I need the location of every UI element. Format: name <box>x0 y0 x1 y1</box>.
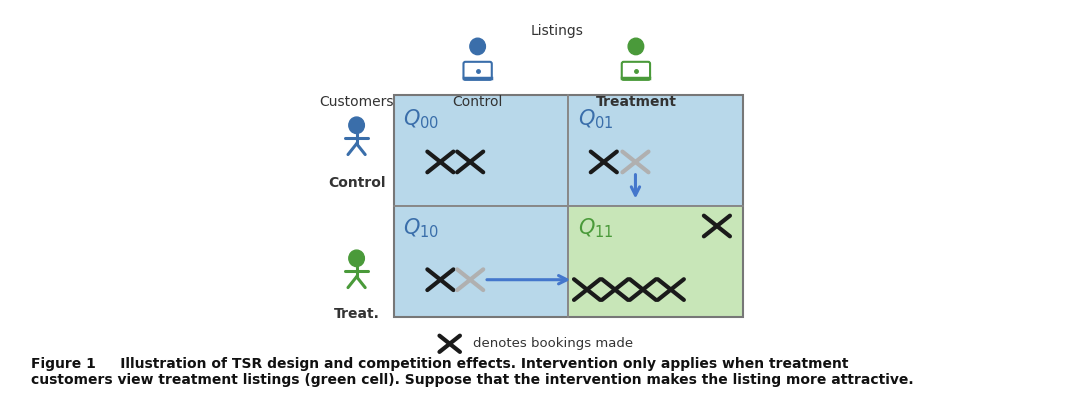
Text: Treat.: Treat. <box>334 307 379 322</box>
Text: Treatment: Treatment <box>595 95 676 110</box>
Bar <box>394 95 568 206</box>
Text: $\mathit{Q}_{00}$: $\mathit{Q}_{00}$ <box>403 107 440 131</box>
Text: denotes bookings made: denotes bookings made <box>473 337 633 350</box>
Circle shape <box>470 38 485 55</box>
FancyBboxPatch shape <box>622 62 650 80</box>
Text: Listings: Listings <box>530 24 583 38</box>
Text: Control: Control <box>453 95 503 110</box>
Text: $\mathit{Q}_{11}$: $\mathit{Q}_{11}$ <box>578 216 613 240</box>
Text: $\mathit{Q}_{01}$: $\mathit{Q}_{01}$ <box>578 107 613 131</box>
Circle shape <box>349 117 364 134</box>
Bar <box>394 95 743 317</box>
Circle shape <box>349 250 364 267</box>
Bar <box>568 95 743 206</box>
Text: Control: Control <box>328 176 386 190</box>
Text: Figure 1     Illustration of TSR design and competition effects. Intervention on: Figure 1 Illustration of TSR design and … <box>30 357 848 371</box>
Circle shape <box>629 38 644 55</box>
Bar <box>568 206 743 317</box>
Text: customers view treatment listings (green cell). Suppose that the intervention ma: customers view treatment listings (green… <box>30 374 914 387</box>
Text: Customers: Customers <box>320 95 394 110</box>
Bar <box>394 206 568 317</box>
FancyBboxPatch shape <box>463 62 491 80</box>
Text: $\mathit{Q}_{10}$: $\mathit{Q}_{10}$ <box>403 216 440 240</box>
